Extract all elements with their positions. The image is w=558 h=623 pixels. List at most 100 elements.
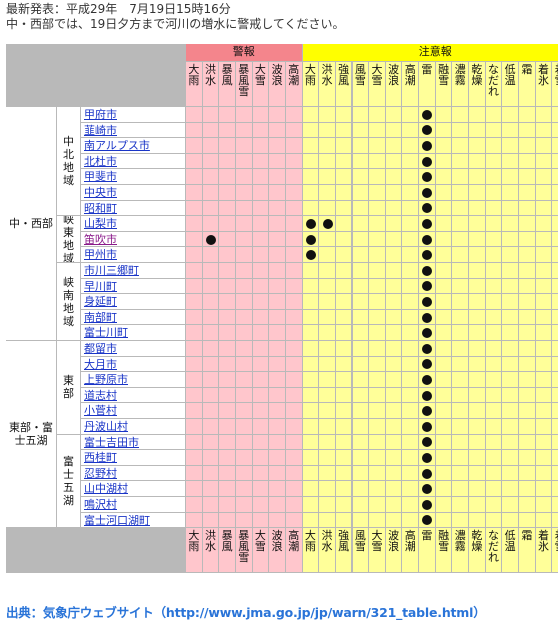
status-cell — [485, 200, 503, 217]
status-cell — [435, 356, 453, 373]
column-header-w_snowstorm-bottom: 暴風雪 — [235, 528, 253, 574]
status-cell — [319, 200, 336, 217]
status-cell — [235, 231, 253, 248]
status-cell — [269, 231, 286, 248]
status-cell — [452, 247, 470, 263]
status-cell — [285, 107, 303, 123]
status-cell — [186, 403, 203, 419]
column-header-a_snowmelt: 融雪 — [435, 62, 453, 107]
municipality-link[interactable]: 甲斐市 — [81, 169, 186, 185]
municipality-link[interactable]: 富士河口湖町 — [81, 512, 186, 529]
status-cell — [319, 325, 336, 341]
municipality-link[interactable]: 忍野村 — [81, 465, 186, 482]
status-cell — [502, 200, 519, 217]
status-cell — [219, 325, 236, 341]
municipality-link[interactable]: 市川三郷町 — [81, 263, 186, 279]
status-cell — [369, 465, 386, 482]
municipality-link[interactable]: 西桂町 — [81, 450, 186, 466]
status-cell — [385, 387, 403, 404]
status-cell — [519, 278, 536, 295]
municipality-link[interactable]: 都留市 — [81, 341, 186, 357]
municipality-link[interactable]: 身延町 — [81, 294, 186, 310]
municipality-link[interactable]: 鳴沢村 — [81, 497, 186, 513]
status-cell — [385, 465, 403, 482]
municipality-link[interactable]: 山梨市 — [81, 216, 186, 232]
status-cell — [252, 107, 270, 123]
municipality-link[interactable]: 南部町 — [81, 309, 186, 326]
status-cell — [519, 122, 536, 139]
status-cell — [202, 185, 220, 201]
status-cell — [285, 185, 303, 201]
status-cell — [419, 294, 436, 310]
status-cell — [435, 231, 453, 248]
status-cell — [452, 434, 470, 451]
status-cell — [402, 278, 420, 295]
status-cell — [485, 497, 503, 513]
status-cell — [335, 434, 353, 451]
status-cell — [302, 497, 320, 513]
status-cell — [285, 497, 303, 513]
column-header-a_wave: 波浪 — [385, 62, 403, 107]
municipality-link[interactable]: 韮崎市 — [81, 122, 186, 139]
status-cell — [219, 481, 236, 497]
status-cell — [535, 122, 553, 139]
municipality-link[interactable]: 富士吉田市 — [81, 434, 186, 451]
column-header-a_dry: 乾燥 — [469, 62, 486, 107]
status-cell — [435, 138, 453, 154]
status-cell — [402, 231, 420, 248]
municipality-link[interactable]: 南アルプス市 — [81, 138, 186, 154]
municipality-link[interactable]: 甲州市 — [81, 247, 186, 263]
status-cell — [252, 153, 270, 170]
status-cell — [519, 356, 536, 373]
active-alert-dot — [422, 359, 433, 370]
municipality-link[interactable]: 甲府市 — [81, 107, 186, 123]
municipality-link[interactable]: 山中湖村 — [81, 481, 186, 497]
status-cell — [502, 247, 519, 263]
status-cell — [402, 450, 420, 466]
municipality-link[interactable]: 早川町 — [81, 278, 186, 295]
status-cell — [469, 450, 486, 466]
status-cell — [335, 138, 353, 154]
status-cell — [385, 138, 403, 154]
municipality-link[interactable]: 富士川町 — [81, 325, 186, 341]
status-cell — [469, 497, 486, 513]
status-cell — [419, 247, 436, 263]
municipality-link[interactable]: 小菅村 — [81, 403, 186, 419]
status-cell — [502, 512, 519, 529]
status-cell — [202, 419, 220, 435]
municipality-link[interactable]: 丹波山村 — [81, 419, 186, 435]
column-header-a_thunder: 雷 — [419, 62, 436, 107]
status-cell — [519, 294, 536, 310]
status-cell — [469, 465, 486, 482]
status-cell — [285, 138, 303, 154]
status-cell — [202, 169, 220, 185]
status-cell — [335, 309, 353, 326]
column-header-a_heavy_snow-bottom: 大雪 — [369, 528, 386, 574]
municipality-link[interactable]: 上野原市 — [81, 372, 186, 388]
status-cell — [402, 216, 420, 232]
municipality-link[interactable]: 中央市 — [81, 185, 186, 201]
status-cell — [552, 231, 558, 248]
status-cell — [352, 403, 370, 419]
status-cell — [302, 372, 320, 388]
status-cell — [269, 153, 286, 170]
status-cell — [352, 216, 370, 232]
status-cell — [469, 153, 486, 170]
municipality-link[interactable]: 北杜市 — [81, 153, 186, 170]
municipality-link[interactable]: 笛吹市 — [81, 231, 186, 248]
column-header-a_heavy_rain-bottom: 大雨 — [302, 528, 320, 574]
status-cell — [485, 387, 503, 404]
status-cell — [269, 200, 286, 217]
header-corner — [6, 44, 186, 107]
status-cell — [369, 278, 386, 295]
active-alert-dot — [422, 374, 433, 385]
status-cell — [385, 481, 403, 497]
municipality-link[interactable]: 大月市 — [81, 356, 186, 373]
status-cell — [219, 278, 236, 295]
municipality-link[interactable]: 道志村 — [81, 387, 186, 404]
status-cell — [385, 341, 403, 357]
status-cell — [369, 325, 386, 341]
municipality-link[interactable]: 昭和町 — [81, 200, 186, 217]
status-cell — [252, 387, 270, 404]
status-cell — [335, 341, 353, 357]
